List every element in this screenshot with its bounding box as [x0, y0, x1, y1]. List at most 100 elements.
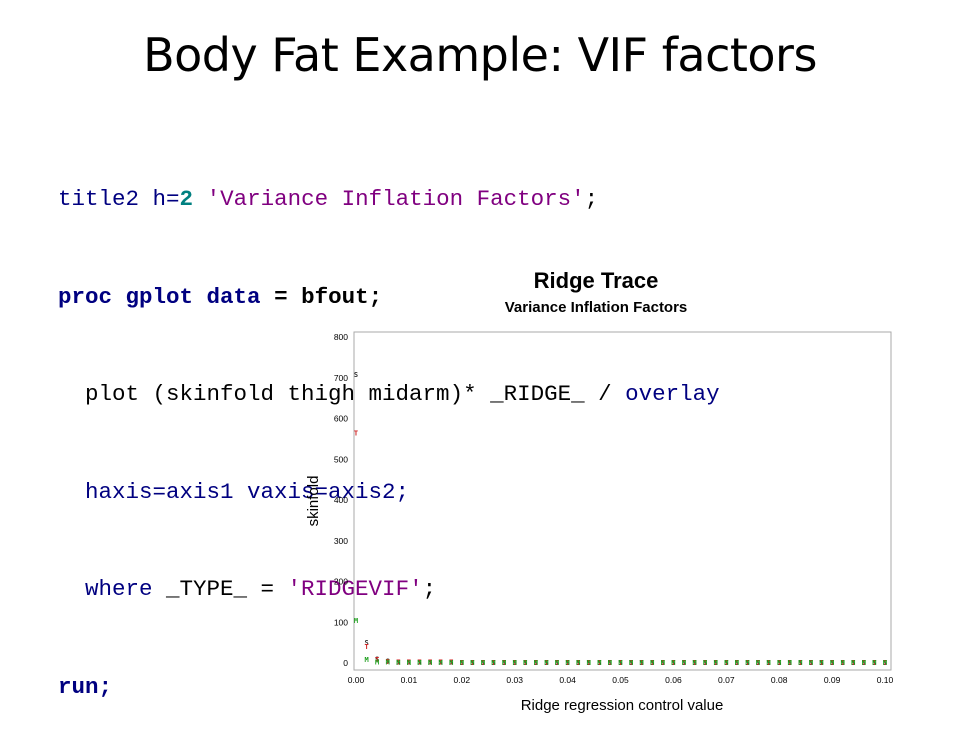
y-tick-label: 200 [334, 577, 348, 587]
data-point-m: M [851, 659, 855, 667]
data-point-s: S [470, 659, 474, 667]
data-point-m: M [640, 659, 644, 667]
data-point-m: M [407, 659, 411, 667]
code-token: where [58, 576, 153, 602]
data-point-t: T [714, 659, 718, 667]
data-point-s: S [724, 659, 728, 667]
code-line-6: run; [58, 671, 720, 704]
data-point-s: S [576, 659, 580, 667]
data-point-m: M [555, 659, 559, 667]
data-point-m: M [841, 659, 845, 667]
data-point-s: S [883, 659, 887, 667]
x-axis: 0.00 0.01 0.02 0.03 0.04 0.05 0.06 0.07 0.08 0.09… [348, 675, 894, 685]
data-point-t: T [640, 659, 644, 667]
data-point-s: S [777, 659, 781, 667]
data-point-m: M [703, 659, 707, 667]
data-point-s: S [830, 659, 834, 667]
code-token: ; [584, 186, 599, 212]
data-point-m: M [872, 659, 876, 667]
data-point-t: T [798, 659, 802, 667]
data-point-t: T [661, 659, 665, 667]
data-point-s: S [819, 659, 823, 667]
data-point-m: M [692, 659, 696, 667]
data-point-s: S [661, 659, 665, 667]
data-point-m: M [491, 659, 495, 667]
data-point-s: S [714, 659, 718, 667]
data-point-t: T [439, 659, 443, 667]
data-point-s: S [809, 659, 813, 667]
data-point-t: T [544, 659, 548, 667]
data-points: SSS S S S S S S S S S S S S S S S S S S S S S S S S S S S S S S S S S S S S S… [354, 371, 887, 667]
data-point-s: S [692, 659, 696, 667]
y-tick-label: 500 [334, 454, 348, 464]
x-tick-label: 0.06 [665, 675, 682, 685]
data-point-t: T [555, 659, 559, 667]
data-point-s: S [671, 659, 675, 667]
data-point-t: T [428, 659, 432, 667]
data-point-t: T [534, 659, 538, 667]
code-token: title2 h= [58, 186, 180, 212]
code-token: 'RIDGEVIF' [287, 576, 423, 602]
data-point-m: M [661, 659, 665, 667]
data-point-s: S [608, 659, 612, 667]
data-point-s: S [587, 659, 591, 667]
data-point-s: S [597, 659, 601, 667]
data-point-s: S [375, 655, 379, 663]
data-point-m: M [375, 658, 379, 666]
data-point-t: T [513, 659, 517, 667]
data-point-m: M [439, 659, 443, 667]
data-point-m: M [650, 659, 654, 667]
data-point-m: M [396, 659, 400, 667]
data-point-t: T [767, 659, 771, 667]
data-point-t: T [470, 659, 474, 667]
data-point-t: T [809, 659, 813, 667]
data-point-t: T [417, 659, 421, 667]
y-tick-label: 600 [334, 414, 348, 424]
data-point-t: T [407, 659, 411, 667]
data-point-m: M [417, 659, 421, 667]
data-point-m: M [565, 659, 569, 667]
data-point-m: M [777, 659, 781, 667]
data-point-t: T [386, 658, 390, 666]
data-point-t: T [396, 658, 400, 666]
data-point-m: M [788, 659, 792, 667]
plot-frame [353, 331, 892, 671]
data-point-t: T [735, 659, 739, 667]
data-point-s: S [555, 659, 559, 667]
data-point-s: S [851, 659, 855, 667]
code-token: data [206, 283, 261, 310]
data-point-s: S [428, 659, 432, 667]
chart-title: Ridge Trace [533, 268, 659, 293]
data-point-t: T [872, 659, 876, 667]
data-point-m: M [618, 659, 622, 667]
data-point-m: M [534, 659, 538, 667]
x-tick-label: 0.09 [824, 675, 841, 685]
data-point-t: T [745, 659, 749, 667]
data-point-m: M [428, 659, 432, 667]
slide-title: Body Fat Example: VIF factors [143, 28, 817, 82]
data-point-s: S [862, 659, 866, 667]
data-point-m: M [809, 659, 813, 667]
data-point-s: S [872, 659, 876, 667]
data-point-m: M [883, 659, 887, 667]
code-block: title2 h=2 'Variance Inflation Factors';… [58, 118, 720, 736]
data-point-m: M [470, 659, 474, 667]
code-line-1: title2 h=2 'Variance Inflation Factors'; [58, 183, 720, 216]
data-point-t: T [830, 659, 834, 667]
data-point-t: T [608, 659, 612, 667]
data-point-m: M [862, 659, 866, 667]
data-point-m: M [576, 659, 580, 667]
code-token: run; [58, 673, 113, 700]
data-point-t: T [481, 659, 485, 667]
data-point-m: M [460, 659, 464, 667]
x-tick-label: 0.05 [612, 675, 629, 685]
data-point-m: M [597, 659, 601, 667]
data-point-t: T [671, 659, 675, 667]
data-point-m: M [386, 659, 390, 667]
data-point-m: M [819, 659, 823, 667]
data-point-m: M [354, 617, 358, 625]
data-point-s: S [354, 371, 358, 379]
data-point-m: M [544, 659, 548, 667]
data-point-t: T [788, 659, 792, 667]
y-tick-label: 700 [334, 373, 348, 383]
